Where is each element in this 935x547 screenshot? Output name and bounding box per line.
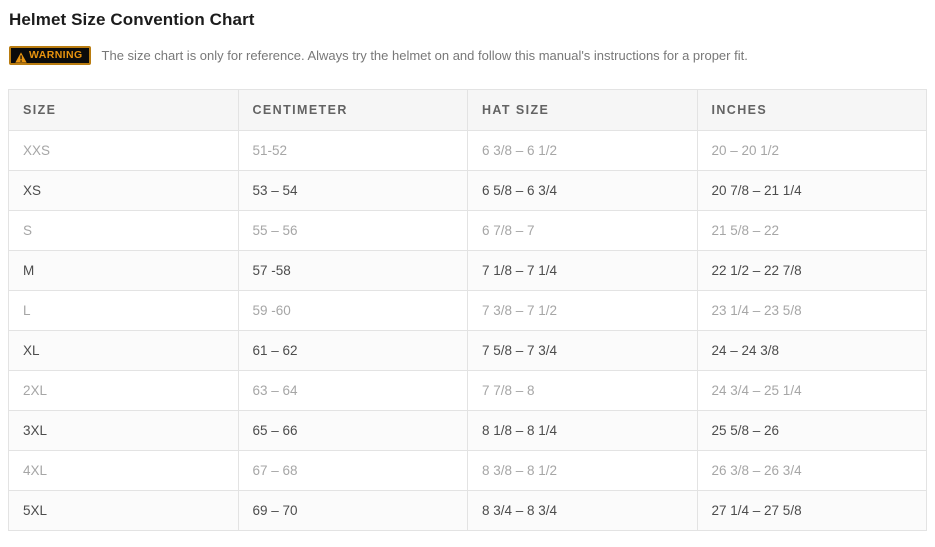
cell-inches: 25 5/8 – 26 [696,410,927,451]
cell-centimeter: 69 – 70 [237,490,468,531]
helmet-size-table: SIZE CENTIMETER HAT SIZE INCHES XXS 51-5… [8,89,927,531]
cell-inches: 21 5/8 – 22 [696,210,927,251]
cell-size: XXS [8,130,239,171]
table-body: XXS 51-52 6 3/8 – 6 1/2 20 – 20 1/2 XS 5… [8,130,927,531]
cell-size: 5XL [8,490,239,531]
cell-centimeter: 65 – 66 [237,410,468,451]
cell-inches: 20 – 20 1/2 [696,130,927,171]
column-header-centimeter: CENTIMETER [237,89,468,131]
table-header: SIZE CENTIMETER HAT SIZE INCHES [8,89,927,131]
table-row-l: L 59 -60 7 3/8 – 7 1/2 23 1/4 – 23 5/8 [8,290,927,331]
cell-centimeter: 57 -58 [237,250,468,291]
warning-triangle-icon [15,50,27,63]
cell-hat-size: 8 1/8 – 8 1/4 [467,410,698,451]
cell-size: 4XL [8,450,239,491]
cell-size: L [8,290,239,331]
table-header-row: SIZE CENTIMETER HAT SIZE INCHES [8,89,927,131]
column-header-size: SIZE [8,89,239,131]
cell-size: S [8,210,239,251]
table-row-s: S 55 – 56 6 7/8 – 7 21 5/8 – 22 [8,210,927,251]
cell-size: XS [8,170,239,211]
table-row-5xl: 5XL 69 – 70 8 3/4 – 8 3/4 27 1/4 – 27 5/… [8,490,927,531]
cell-hat-size: 7 5/8 – 7 3/4 [467,330,698,371]
cell-inches: 20 7/8 – 21 1/4 [696,170,927,211]
warning-text: The size chart is only for reference. Al… [101,48,748,63]
cell-hat-size: 6 5/8 – 6 3/4 [467,170,698,211]
cell-inches: 24 – 24 3/8 [696,330,927,371]
table-row-m: M 57 -58 7 1/8 – 7 1/4 22 1/2 – 22 7/8 [8,250,927,291]
table-row-2xl: 2XL 63 – 64 7 7/8 – 8 24 3/4 – 25 1/4 [8,370,927,411]
table-row-3xl: 3XL 65 – 66 8 1/8 – 8 1/4 25 5/8 – 26 [8,410,927,451]
column-header-hat-size: HAT SIZE [467,89,698,131]
cell-size: 2XL [8,370,239,411]
cell-inches: 23 1/4 – 23 5/8 [696,290,927,331]
cell-hat-size: 7 1/8 – 7 1/4 [467,250,698,291]
cell-size: XL [8,330,239,371]
cell-hat-size: 8 3/4 – 8 3/4 [467,490,698,531]
table-row-xxs: XXS 51-52 6 3/8 – 6 1/2 20 – 20 1/2 [8,130,927,171]
cell-centimeter: 51-52 [237,130,468,171]
cell-centimeter: 67 – 68 [237,450,468,491]
cell-hat-size: 7 3/8 – 7 1/2 [467,290,698,331]
cell-inches: 26 3/8 – 26 3/4 [696,450,927,491]
cell-hat-size: 6 3/8 – 6 1/2 [467,130,698,171]
table-row-xl: XL 61 – 62 7 5/8 – 7 3/4 24 – 24 3/8 [8,330,927,371]
warning-badge-label: WARNING [29,49,83,61]
cell-size: M [8,250,239,291]
cell-inches: 24 3/4 – 25 1/4 [696,370,927,411]
cell-size: 3XL [8,410,239,451]
column-header-inches: INCHES [696,89,927,131]
cell-hat-size: 7 7/8 – 8 [467,370,698,411]
cell-centimeter: 59 -60 [237,290,468,331]
cell-hat-size: 8 3/8 – 8 1/2 [467,450,698,491]
cell-hat-size: 6 7/8 – 7 [467,210,698,251]
cell-inches: 27 1/4 – 27 5/8 [696,490,927,531]
warning-note: WARNING The size chart is only for refer… [9,46,927,65]
cell-inches: 22 1/2 – 22 7/8 [696,250,927,291]
cell-centimeter: 55 – 56 [237,210,468,251]
table-row-xs: XS 53 – 54 6 5/8 – 6 3/4 20 7/8 – 21 1/4 [8,170,927,211]
table-row-4xl: 4XL 67 – 68 8 3/8 – 8 1/2 26 3/8 – 26 3/… [8,450,927,491]
cell-centimeter: 63 – 64 [237,370,468,411]
warning-badge: WARNING [9,46,91,65]
page-title: Helmet Size Convention Chart [9,10,255,29]
cell-centimeter: 61 – 62 [237,330,468,371]
cell-centimeter: 53 – 54 [237,170,468,211]
